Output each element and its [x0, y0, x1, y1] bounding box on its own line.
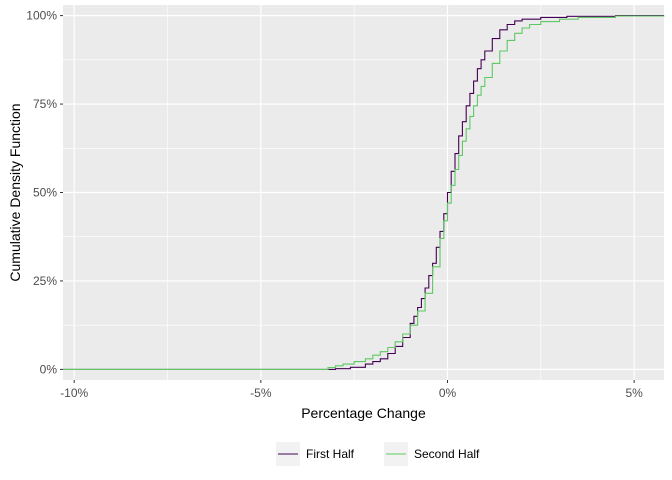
legend-label: Second Half — [414, 447, 480, 461]
x-axis-title: Percentage Change — [301, 405, 426, 421]
series-lines — [63, 15, 665, 370]
x-tick-label: 5% — [625, 386, 643, 400]
x-axis: -10% -5% 0% 5% — [60, 380, 643, 400]
y-tick-label: 50% — [33, 186, 57, 200]
legend-label: First Half — [306, 447, 355, 461]
legend: First Half Second Half — [276, 442, 480, 466]
x-tick-label: -10% — [60, 386, 88, 400]
x-tick-label: 0% — [439, 386, 457, 400]
major-grid — [63, 5, 664, 380]
y-axis: 0% 25% 50% 75% 100% — [26, 9, 63, 376]
y-tick-label: 100% — [26, 9, 57, 23]
y-tick-label: 25% — [33, 274, 57, 288]
series-line-second-half — [63, 15, 665, 370]
x-tick-label: -5% — [250, 386, 272, 400]
series-line-first-half — [63, 15, 664, 370]
y-axis-title: Cumulative Density Function — [7, 103, 23, 281]
y-tick-label: 75% — [33, 97, 57, 111]
y-tick-label: 0% — [40, 362, 58, 376]
